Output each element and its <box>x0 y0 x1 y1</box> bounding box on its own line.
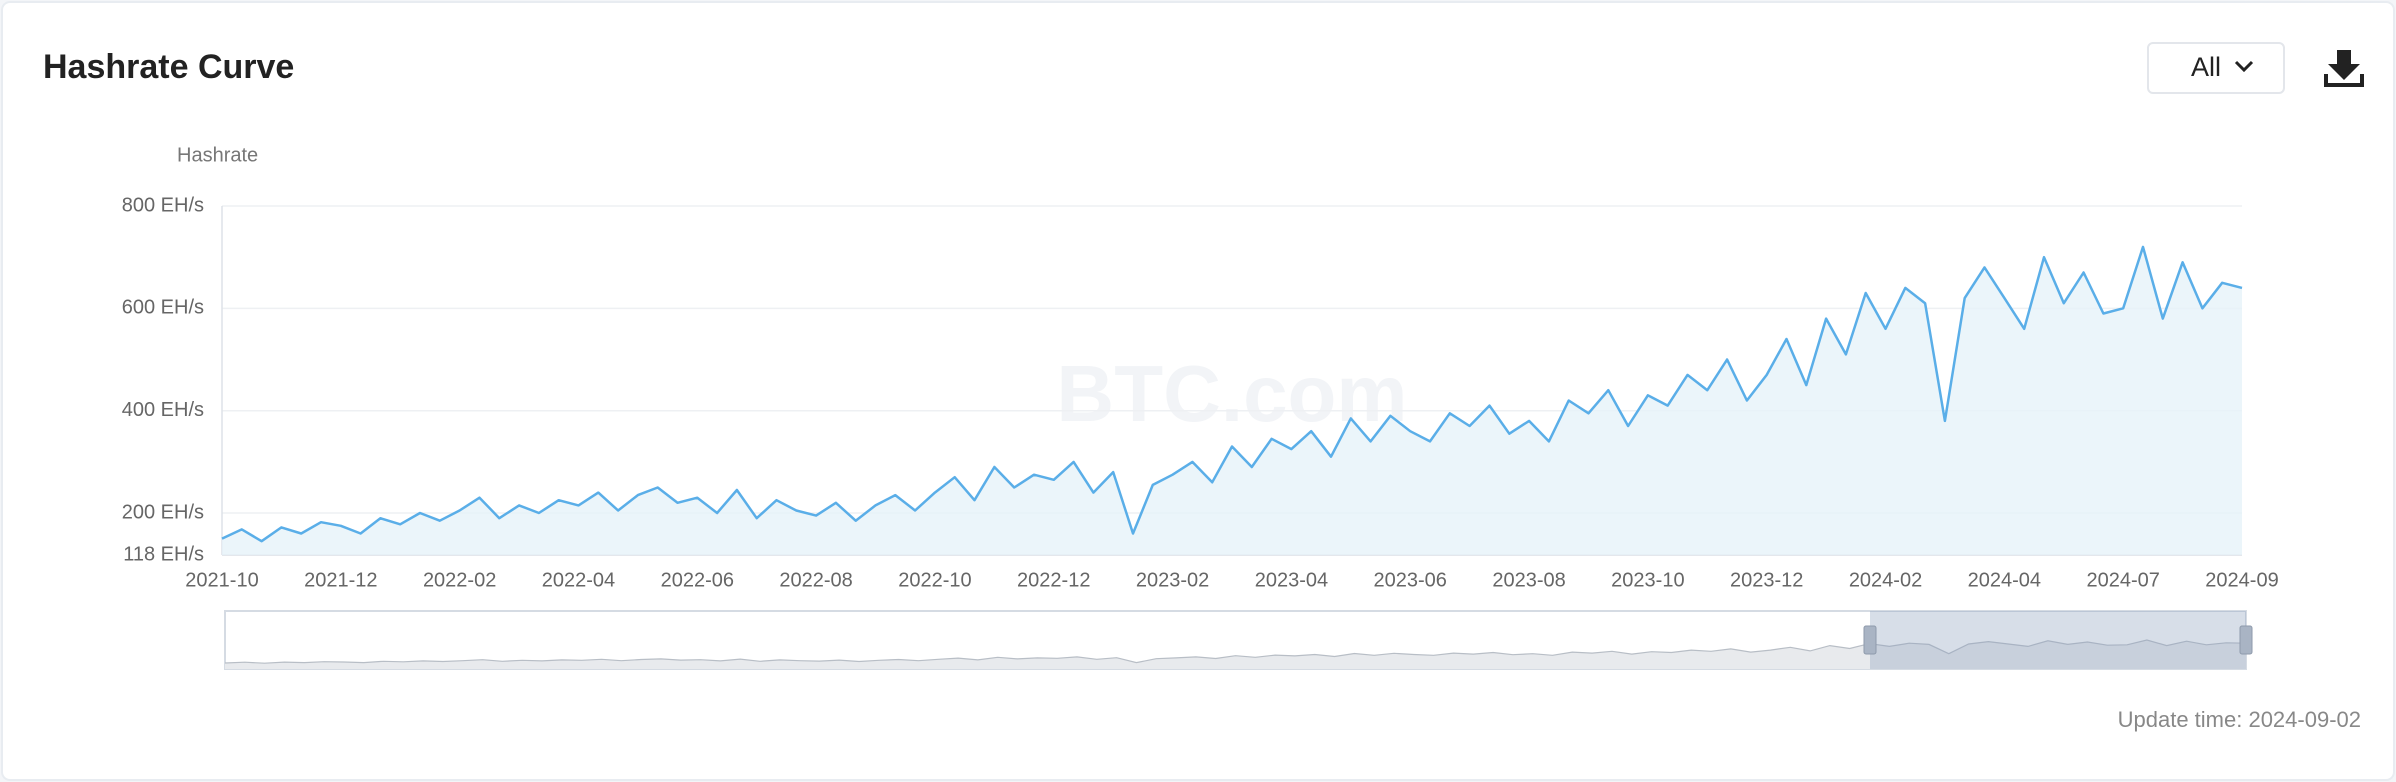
update-time: Update time: 2024-09-02 <box>2118 707 2361 732</box>
dropdown-arrow <box>2234 60 2254 73</box>
y-tick-label: 200 EH/s <box>122 501 204 523</box>
y-tick-label: 800 EH/s <box>122 194 204 216</box>
x-tick-label: 2023-12 <box>1730 569 1803 591</box>
x-tick-label: 2022-08 <box>779 569 852 591</box>
x-tick-label: 2022-10 <box>898 569 971 591</box>
y-tick-label: 400 EH/s <box>122 399 204 421</box>
x-tick-label: 2022-04 <box>542 569 615 591</box>
download-button[interactable] <box>2324 50 2364 87</box>
x-tick-label: 2021-12 <box>304 569 377 591</box>
x-tick-label: 2024-02 <box>1849 569 1922 591</box>
x-tick-label: 2023-08 <box>1492 569 1565 591</box>
overview-area <box>225 640 2246 669</box>
zoom-handle[interactable] <box>2239 625 2253 655</box>
x-tick-label: 2023-02 <box>1136 569 1209 591</box>
x-tick-label: 2024-09 <box>2205 569 2278 591</box>
y-axis-label: Hashrate <box>177 144 258 166</box>
x-tick-label: 2022-06 <box>661 569 734 591</box>
zoom-handle[interactable] <box>1863 625 1877 655</box>
y-tick-label: 118 EH/s <box>123 543 204 565</box>
download-icon-tray[interactable] <box>2324 74 2364 87</box>
line <box>221 245 2243 543</box>
download-icon[interactable] <box>2328 50 2360 80</box>
x-tick-label: 2023-04 <box>1255 569 1328 591</box>
x-tick-label: 2023-06 <box>1374 569 1447 591</box>
area <box>222 246 2242 555</box>
x-tick-label: 2024-04 <box>1968 569 2041 591</box>
overview-line <box>224 639 2247 664</box>
x-tick-label: 2021-10 <box>185 569 258 591</box>
range-dropdown[interactable] <box>2147 42 2285 94</box>
chart-title: Hashrate Curve <box>43 48 294 86</box>
zoom-window[interactable] <box>1870 611 2246 669</box>
x-tick-label: 2022-02 <box>423 569 496 591</box>
x-tick-label: 2022-12 <box>1017 569 1090 591</box>
range-dropdown-label[interactable]: All <box>2191 52 2221 82</box>
y-tick-label: 600 EH/s <box>122 297 204 319</box>
x-tick-label: 2023-10 <box>1611 569 1684 591</box>
x-tick-label: 2024-07 <box>2086 569 2159 591</box>
